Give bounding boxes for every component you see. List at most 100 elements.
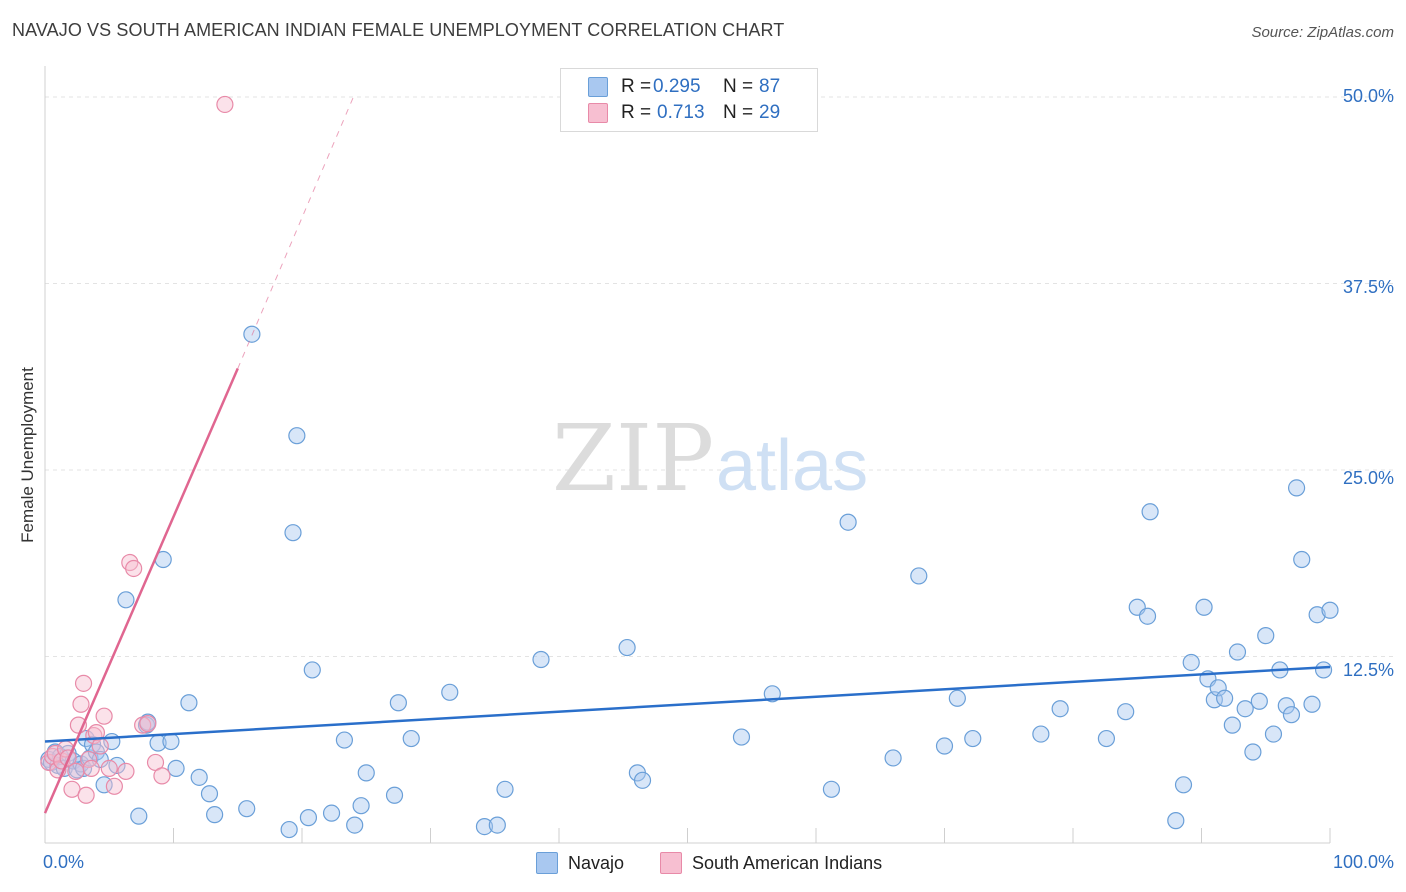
source-label: Source: ZipAtlas.com bbox=[1251, 24, 1394, 41]
legend-n-label: N = bbox=[723, 76, 754, 97]
navajo-point bbox=[1314, 661, 1333, 679]
navajo-point bbox=[190, 768, 208, 786]
navajo-point bbox=[284, 524, 302, 542]
navajo-point bbox=[1216, 689, 1234, 707]
navajo-point bbox=[1282, 706, 1301, 724]
navajo-point bbox=[303, 661, 321, 679]
sai-point bbox=[67, 762, 85, 780]
navajo-point bbox=[910, 567, 928, 585]
navajo-point bbox=[238, 800, 256, 818]
navajo-point bbox=[402, 729, 420, 748]
x-tick-min: 0.0% bbox=[43, 852, 85, 872]
navajo-point bbox=[1287, 479, 1306, 497]
sai-points bbox=[40, 95, 234, 804]
navajo-point bbox=[200, 785, 219, 803]
navajo-point bbox=[441, 683, 459, 701]
legend-n-value: 29 bbox=[759, 102, 781, 123]
navajo-trend-line bbox=[44, 665, 1331, 743]
navajo-point bbox=[1051, 700, 1069, 718]
sai-point bbox=[91, 737, 109, 755]
sai-legend-swatch bbox=[660, 852, 682, 874]
sai-point bbox=[117, 762, 135, 780]
navajo-legend-label: Navajo bbox=[568, 852, 625, 873]
legend-item-navajo[interactable]: Navajo bbox=[536, 852, 624, 874]
legend-row-navajo: R = 0.295 N = 87 bbox=[588, 75, 781, 99]
navajo-point bbox=[357, 764, 375, 782]
series-legend: Navajo South American Indians bbox=[0, 852, 1406, 878]
navajo-point bbox=[346, 816, 364, 834]
navajo-point bbox=[1032, 725, 1050, 743]
navajo-legend-swatch bbox=[536, 852, 558, 874]
watermark-atlas: atlas bbox=[716, 426, 868, 506]
y-tick-12-5: 12.5% bbox=[1342, 660, 1394, 680]
navajo-point bbox=[822, 780, 841, 798]
sai-point bbox=[153, 767, 171, 785]
navajo-points bbox=[40, 325, 1339, 839]
navajo-point bbox=[1303, 695, 1321, 713]
x-tick-max: 100.0% bbox=[1332, 852, 1394, 872]
navajo-point bbox=[162, 732, 180, 751]
navajo-point bbox=[1182, 653, 1200, 672]
navajo-point bbox=[618, 638, 636, 657]
watermark: ZIP atlas bbox=[552, 405, 868, 512]
navajo-point bbox=[1141, 503, 1159, 521]
sai-point bbox=[77, 786, 95, 804]
navajo-point bbox=[299, 809, 318, 827]
navajo-point bbox=[288, 427, 306, 445]
sai-point bbox=[74, 674, 93, 692]
navajo-point bbox=[732, 728, 751, 746]
navajo-point bbox=[385, 786, 404, 804]
navajo-point bbox=[167, 759, 185, 778]
navajo-point bbox=[352, 797, 370, 815]
navajo-point bbox=[1308, 606, 1326, 624]
navajo-point bbox=[1277, 697, 1295, 715]
legend-row-sai: R = 0.713 N = 29 bbox=[588, 101, 781, 125]
sai-point bbox=[125, 559, 143, 578]
sai-trend-line bbox=[43, 368, 239, 814]
navajo-point bbox=[532, 650, 550, 669]
navajo-point bbox=[1097, 729, 1116, 748]
navajo-point bbox=[1228, 643, 1247, 661]
navajo-point bbox=[280, 820, 298, 839]
navajo-point bbox=[389, 694, 407, 712]
navajo-point bbox=[1167, 812, 1185, 830]
navajo-point bbox=[117, 591, 135, 609]
sai-point bbox=[105, 777, 123, 795]
navajo-point bbox=[1117, 703, 1135, 721]
navajo-point bbox=[1293, 550, 1311, 569]
sai-legend-label: South American Indians bbox=[692, 852, 883, 873]
trend-lines bbox=[43, 96, 1331, 814]
navajo-point bbox=[1174, 776, 1193, 794]
navajo-point bbox=[1209, 679, 1227, 697]
navajo-point bbox=[488, 816, 506, 834]
sai-point bbox=[87, 723, 106, 742]
sai-point bbox=[95, 707, 113, 725]
sai-swatch bbox=[588, 103, 608, 123]
sai-point bbox=[139, 715, 157, 733]
y-tick-37-5: 37.5% bbox=[1342, 277, 1394, 297]
sai-point bbox=[100, 759, 118, 778]
navajo-point bbox=[633, 771, 652, 789]
navajo-point bbox=[884, 749, 902, 767]
navajo-point bbox=[180, 694, 198, 712]
navajo-point bbox=[335, 731, 354, 749]
sai-point bbox=[216, 95, 234, 114]
sai-trend-extension bbox=[237, 96, 354, 369]
y-tick-25: 25.0% bbox=[1342, 468, 1394, 488]
legend-r-value: 0.713 bbox=[657, 102, 705, 123]
legend-item-sai[interactable]: South American Indians bbox=[660, 852, 882, 874]
navajo-point bbox=[322, 804, 341, 822]
legend-n-value: 87 bbox=[759, 76, 781, 97]
navajo-point bbox=[948, 689, 966, 707]
navajo-point bbox=[1223, 716, 1241, 734]
navajo-point bbox=[935, 737, 954, 755]
legend-r-label: R = bbox=[621, 102, 652, 123]
navajo-point bbox=[763, 685, 781, 703]
navajo-point bbox=[130, 807, 148, 825]
axes bbox=[44, 66, 1331, 844]
navajo-point bbox=[206, 806, 224, 824]
navajo-swatch bbox=[588, 77, 608, 97]
chart-title: NAVAJO VS SOUTH AMERICAN INDIAN FEMALE U… bbox=[12, 20, 785, 40]
watermark-zip: ZIP bbox=[552, 405, 714, 512]
